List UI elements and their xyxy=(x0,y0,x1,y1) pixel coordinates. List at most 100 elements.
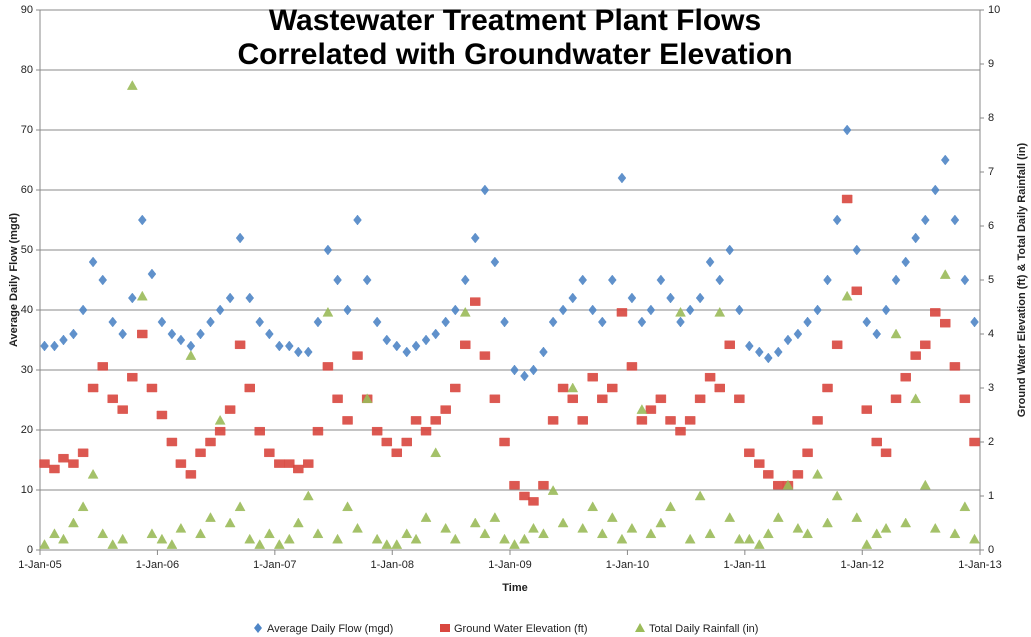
point xyxy=(724,512,736,522)
point xyxy=(255,316,265,328)
x-tick-label: 1-Jan-09 xyxy=(488,559,531,571)
point xyxy=(538,528,549,539)
point xyxy=(940,154,950,166)
point xyxy=(147,268,157,280)
point xyxy=(275,340,284,352)
point xyxy=(480,184,490,196)
point xyxy=(831,340,843,350)
point xyxy=(803,316,812,328)
point xyxy=(637,316,647,328)
point xyxy=(137,329,148,339)
y2-tick-label: 10 xyxy=(988,4,1000,16)
chart-title: Wastewater Treatment Plant Flows xyxy=(269,4,761,37)
legend-marker xyxy=(635,623,645,632)
point xyxy=(420,426,432,436)
point xyxy=(479,528,491,539)
point xyxy=(333,274,342,286)
point xyxy=(39,459,50,468)
point xyxy=(224,517,236,528)
point xyxy=(235,232,245,244)
point xyxy=(773,346,783,358)
point xyxy=(274,459,285,468)
point xyxy=(195,448,206,458)
point xyxy=(97,528,109,539)
y2-tick-label: 4 xyxy=(988,328,994,340)
point xyxy=(890,328,902,339)
point xyxy=(499,437,510,447)
point xyxy=(694,394,706,404)
point xyxy=(949,528,961,539)
point xyxy=(68,517,79,528)
point xyxy=(460,274,470,286)
point xyxy=(949,362,961,371)
point xyxy=(754,459,765,468)
legend-marker xyxy=(440,624,450,632)
x-tick-label: 1-Jan-08 xyxy=(371,559,414,571)
point xyxy=(362,274,372,286)
point xyxy=(753,539,765,549)
point xyxy=(665,416,676,425)
point xyxy=(802,448,813,458)
point xyxy=(744,448,755,458)
point xyxy=(381,539,393,549)
point xyxy=(519,533,530,544)
point xyxy=(185,350,197,360)
point xyxy=(616,533,628,544)
point xyxy=(754,346,764,358)
point xyxy=(891,274,901,286)
point xyxy=(939,269,951,279)
point xyxy=(58,533,69,544)
point xyxy=(861,539,873,549)
point xyxy=(294,346,303,358)
point xyxy=(87,468,99,479)
point xyxy=(714,383,725,393)
point xyxy=(50,340,59,352)
point xyxy=(499,533,510,544)
point xyxy=(577,416,588,425)
point xyxy=(273,539,285,549)
legend-marker xyxy=(254,623,262,633)
point xyxy=(666,292,675,304)
legend-label: Ground Water Elevation (ft) xyxy=(454,623,587,635)
point xyxy=(371,533,383,544)
point xyxy=(244,383,255,393)
x-axis-title: Time xyxy=(502,582,527,594)
point xyxy=(735,304,744,316)
point xyxy=(176,334,186,346)
point xyxy=(950,214,960,226)
point xyxy=(520,370,529,382)
point xyxy=(910,393,922,404)
y-tick-label: 0 xyxy=(27,544,33,556)
point xyxy=(792,522,804,533)
legend-label: Total Daily Rainfall (in) xyxy=(649,623,758,635)
point xyxy=(195,528,206,539)
point xyxy=(361,393,373,404)
legend-item: Ground Water Elevation (ft) xyxy=(440,623,587,635)
point xyxy=(880,522,892,533)
point xyxy=(157,316,167,328)
point xyxy=(802,528,813,539)
point xyxy=(97,362,108,371)
point xyxy=(548,316,558,328)
point xyxy=(332,533,343,544)
point xyxy=(606,512,618,522)
point xyxy=(186,340,196,352)
y-tick-label: 40 xyxy=(21,304,33,316)
point xyxy=(206,316,215,328)
point xyxy=(901,256,911,268)
point xyxy=(175,459,187,468)
point xyxy=(313,316,323,328)
point xyxy=(851,286,863,296)
y2-tick-label: 6 xyxy=(988,220,994,232)
point xyxy=(509,539,520,549)
point xyxy=(704,372,716,382)
point xyxy=(214,426,226,436)
point xyxy=(910,351,921,360)
point xyxy=(430,416,441,425)
point xyxy=(705,256,715,268)
point xyxy=(880,448,892,458)
point xyxy=(782,479,794,490)
point xyxy=(107,394,118,404)
point xyxy=(459,306,471,317)
point xyxy=(431,328,441,340)
